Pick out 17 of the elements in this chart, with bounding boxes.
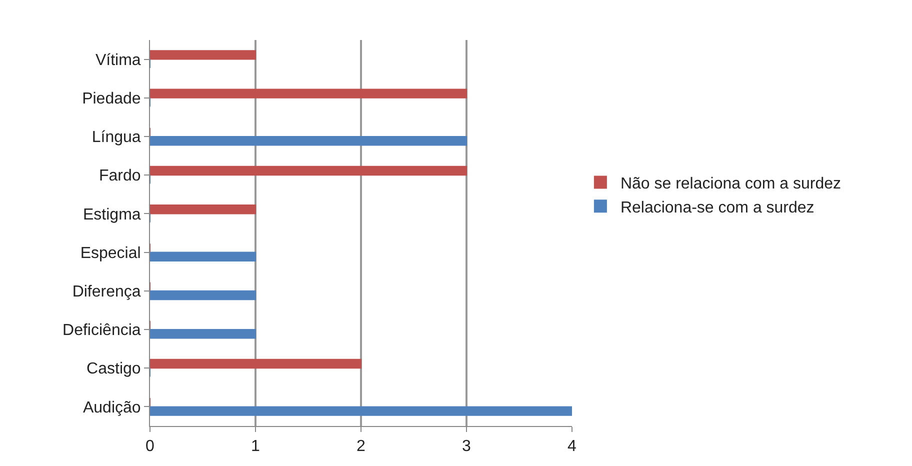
x-tick-label: 4 — [568, 438, 577, 456]
y-tick-label: Língua — [92, 129, 141, 146]
y-tick-label: Piedade — [82, 90, 141, 108]
y-tick-label: Audição — [82, 399, 141, 416]
y-tick-label: Deficiência — [62, 322, 141, 340]
x-tick-label: 2 — [356, 438, 366, 456]
y-tick-label: Fardo — [99, 168, 141, 185]
y-tick-label: Castigo — [86, 360, 141, 378]
y-tick-label: Vítima — [95, 52, 141, 69]
y-tick-label: Especial — [80, 244, 141, 262]
x-tick-label: 0 — [146, 438, 155, 456]
x-tick-label: 1 — [251, 438, 260, 456]
y-tick-label: Diferença — [72, 284, 141, 300]
legend-label: Relaciona-se com a surdez — [620, 199, 814, 216]
x-tick-label: 3 — [462, 438, 472, 456]
y-tick-label: Estigma — [83, 206, 141, 224]
legend-label: Não se relaciona com a surdez — [620, 176, 842, 193]
